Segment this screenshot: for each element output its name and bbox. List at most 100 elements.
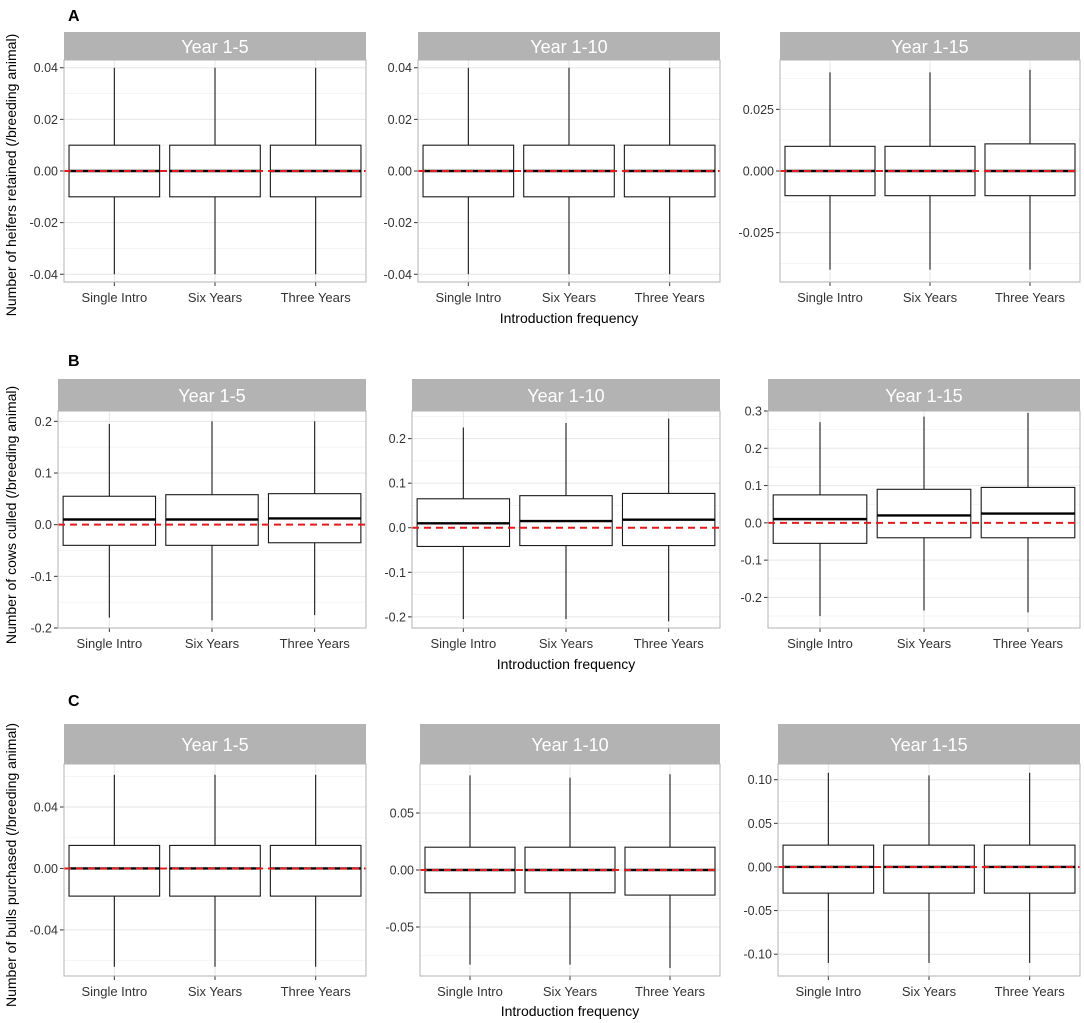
plot-a-year-1-15: -0.025 0.000 0.025 Single Intro Six Years Thr… <box>739 59 1081 305</box>
box-c-year-1-5-three-years <box>269 844 362 897</box>
y-tick-label-a-year-1-10-3: 0.02 <box>388 113 412 127</box>
x-tick-label-c-year-1-5-single-intro: Single Intro <box>81 984 147 999</box>
panel-border-a-year-1-10 <box>417 59 721 283</box>
box-a-year-1-15-three-years <box>984 143 1076 197</box>
y-tick-label-c-year-1-15-4: 0.10 <box>748 773 772 787</box>
x-tick-label-b-year-1-5-six-years: Six Years <box>185 636 240 651</box>
x-tick-label-a-year-1-5-single-intro: Single Intro <box>81 290 147 305</box>
facet-b-year-1-5: Year 1-5 -0.2 -0.1 0.0 0.1 0.2 Single Intro Si… <box>30 379 367 651</box>
plot-b-year-1-5: -0.2 -0.1 0.0 0.1 0.2 Single Intro Six Years Th… <box>30 410 367 651</box>
facet-a-year-1-5: Year 1-5 -0.04 -0.02 0.00 0.02 0.04 Single In… <box>30 32 367 305</box>
strip-c-year-1-5 <box>64 724 366 764</box>
row-c-y-axis-title: Number of bulls purchased (/breeding ani… <box>3 723 19 1007</box>
x-tick-label-b-year-1-15-single-intro: Single Intro <box>787 636 853 651</box>
row-a-letter: A <box>68 8 80 25</box>
x-tick-label-b-year-1-10-six-years: Six Years <box>539 636 594 651</box>
y-tick-label-b-year-1-10-2: 0.0 <box>389 521 406 535</box>
x-tick-label-b-year-1-5-three-years: Three Years <box>280 636 351 651</box>
strip-title-b-year-1-15: Year 1-15 <box>885 386 962 406</box>
y-tick-label-c-year-1-5-0: -0.04 <box>30 923 59 937</box>
x-tick-label-c-year-1-15-three-years: Three Years <box>995 984 1066 999</box>
y-tick-label-b-year-1-5-3: 0.1 <box>35 467 52 481</box>
facet-b-year-1-10: Year 1-10 -0.2 -0.1 0.0 0.1 0.2 Single Intro S… <box>384 379 721 651</box>
row-c-letter: C <box>68 693 80 710</box>
y-tick-label-a-year-1-10-4: 0.04 <box>388 61 412 75</box>
row-c-x-axis-title: Introduction frequency <box>501 1003 640 1019</box>
box-c-year-1-15-three-years <box>983 844 1076 894</box>
strip-a-year-1-15 <box>780 32 1080 60</box>
y-tick-label-c-year-1-15-2: 0.00 <box>748 860 772 874</box>
y-tick-label-a-year-1-5-1: -0.02 <box>30 216 59 230</box>
row-a-y-axis-title: Number of heifers retained (/breeding an… <box>3 34 19 316</box>
box-b-year-1-5-single-intro <box>62 495 157 546</box>
x-tick-label-c-year-1-5-three-years: Three Years <box>281 984 352 999</box>
row-a: A Number of heifers retained (/breeding … <box>3 8 1081 326</box>
x-tick-label-c-year-1-10-six-years: Six Years <box>543 984 598 999</box>
panel-border-a-year-1-15 <box>779 59 1081 283</box>
y-tick-label-a-year-1-15-2: 0.025 <box>743 103 774 117</box>
plot-c-year-1-5: -0.04 0.00 0.04 Single Intro Six Years Three … <box>30 763 367 999</box>
x-tick-label-b-year-1-15-six-years: Six Years <box>897 636 952 651</box>
panel-border-b-year-1-5 <box>57 410 367 629</box>
plot-c-year-1-10: -0.05 0.00 0.05 Single Intro Six Years Three … <box>386 763 721 999</box>
plot-a-year-1-5: -0.04 -0.02 0.00 0.02 0.04 Single Intro Six Ye… <box>30 59 367 305</box>
x-tick-label-a-year-1-10-single-intro: Single Intro <box>435 290 501 305</box>
strip-title-a-year-1-10: Year 1-10 <box>530 37 607 57</box>
y-tick-label-b-year-1-5-0: -0.2 <box>30 622 52 636</box>
box-b-year-1-15-six-years <box>876 488 972 539</box>
row-b-y-axis-title: Number of cows culled (/breeding animal) <box>3 386 19 644</box>
x-tick-label-c-year-1-5-six-years: Six Years <box>188 984 243 999</box>
y-tick-label-c-year-1-15-1: -0.05 <box>744 904 773 918</box>
strip-title-a-year-1-5: Year 1-5 <box>181 37 248 57</box>
plot-b-year-1-15: -0.2 -0.1 0.0 0.1 0.2 0.3 Single Intro Six Year… <box>740 405 1081 651</box>
x-tick-label-a-year-1-15-three-years: Three Years <box>995 290 1066 305</box>
x-tick-label-b-year-1-5-single-intro: Single Intro <box>76 636 142 651</box>
y-tick-label-b-year-1-5-2: 0.0 <box>35 518 52 532</box>
strip-title-a-year-1-15: Year 1-15 <box>891 37 968 57</box>
y-tick-label-a-year-1-5-4: 0.04 <box>34 61 58 75</box>
panel-border-b-year-1-15 <box>767 410 1081 629</box>
strip-title-b-year-1-5: Year 1-5 <box>178 386 245 406</box>
y-tick-label-c-year-1-15-0: -0.10 <box>744 948 773 962</box>
y-tick-label-b-year-1-15-0: -0.2 <box>740 591 762 605</box>
strip-b-year-1-10 <box>412 379 720 411</box>
y-tick-label-c-year-1-10-2: 0.05 <box>390 807 414 821</box>
plot-a-year-1-10: -0.04 -0.02 0.00 0.02 0.04 Single Intro Six Ye… <box>384 59 721 305</box>
strip-b-year-1-5 <box>58 379 366 411</box>
y-tick-label-b-year-1-15-4: 0.2 <box>745 442 762 456</box>
panel-border-b-year-1-10 <box>411 410 721 629</box>
y-tick-label-b-year-1-10-4: 0.2 <box>389 432 406 446</box>
strip-title-b-year-1-10: Year 1-10 <box>527 386 604 406</box>
panel-border-c-year-1-10 <box>419 763 721 977</box>
x-tick-label-a-year-1-5-six-years: Six Years <box>188 290 243 305</box>
x-tick-label-c-year-1-15-six-years: Six Years <box>902 984 957 999</box>
strip-b-year-1-15 <box>768 379 1080 411</box>
y-tick-label-a-year-1-15-1: 0.000 <box>743 165 774 179</box>
panel-border-a-year-1-5 <box>63 59 367 283</box>
box-c-year-1-5-six-years <box>169 844 261 897</box>
x-tick-label-c-year-1-10-three-years: Three Years <box>635 984 706 999</box>
box-c-year-1-15-six-years <box>883 844 975 894</box>
y-tick-label-a-year-1-10-0: -0.04 <box>384 268 413 282</box>
row-b-x-axis-title: Introduction frequency <box>497 656 636 672</box>
strip-c-year-1-15 <box>778 724 1080 764</box>
box-c-year-1-5-single-intro <box>68 844 161 897</box>
facet-b-year-1-15: Year 1-15 -0.2 -0.1 0.0 0.1 0.2 0.3 Single Int… <box>740 379 1081 651</box>
y-tick-label-a-year-1-5-3: 0.02 <box>34 113 58 127</box>
x-tick-label-b-year-1-10-three-years: Three Years <box>634 636 705 651</box>
y-tick-label-b-year-1-10-1: -0.1 <box>384 566 406 580</box>
strip-a-year-1-10 <box>418 32 720 60</box>
x-tick-label-a-year-1-15-single-intro: Single Intro <box>797 290 863 305</box>
strip-title-c-year-1-10: Year 1-10 <box>531 735 608 755</box>
x-tick-label-a-year-1-5-three-years: Three Years <box>281 290 352 305</box>
x-tick-label-b-year-1-15-three-years: Three Years <box>993 636 1064 651</box>
facet-a-year-1-15: Year 1-15 -0.025 0.000 0.025 Single Intro Si… <box>739 32 1081 305</box>
y-tick-label-a-year-1-5-2: 0.00 <box>34 165 58 179</box>
facet-c-year-1-15: Year 1-15 -0.10 -0.05 0.00 0.05 0.10 Single I… <box>744 724 1081 999</box>
y-tick-label-c-year-1-5-2: 0.04 <box>34 801 58 815</box>
y-tick-label-b-year-1-15-1: -0.1 <box>740 554 762 568</box>
box-c-year-1-15-single-intro <box>782 844 875 894</box>
plot-b-year-1-10: -0.2 -0.1 0.0 0.1 0.2 Single Intro Six Years Th… <box>384 410 721 651</box>
x-tick-label-a-year-1-15-six-years: Six Years <box>903 290 958 305</box>
